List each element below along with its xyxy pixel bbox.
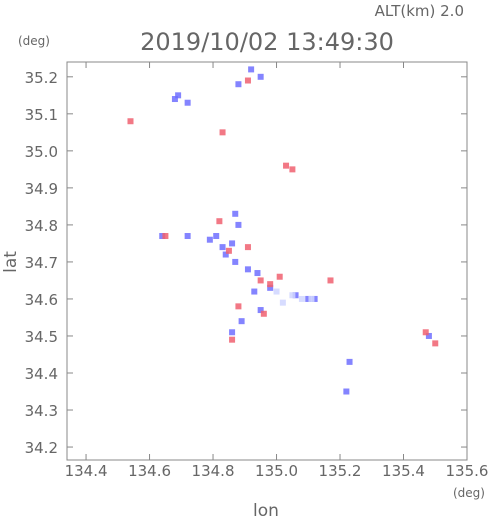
x-tick-label: 135.0 <box>255 462 298 480</box>
x-tick-label: 134.8 <box>192 462 235 480</box>
point <box>257 307 264 314</box>
point <box>251 288 258 295</box>
y-tick-label: 35.1 <box>25 106 58 124</box>
y-tick-label: 35.0 <box>25 143 58 161</box>
point <box>244 244 251 251</box>
point <box>229 329 236 336</box>
point <box>216 218 223 225</box>
y-tick-label: 34.6 <box>25 291 58 309</box>
point <box>346 358 353 365</box>
x-tick-label: 134.4 <box>65 462 108 480</box>
point <box>235 221 242 228</box>
point <box>171 96 178 103</box>
point <box>425 332 432 339</box>
point <box>289 166 296 173</box>
point <box>219 129 226 136</box>
y-tick-label: 35.2 <box>25 69 58 87</box>
point <box>292 292 299 299</box>
point <box>257 277 264 284</box>
point <box>127 118 134 125</box>
x-tick-label: 135.2 <box>319 462 362 480</box>
y-axis-label: lat <box>1 251 21 273</box>
point <box>222 251 229 258</box>
point <box>432 340 439 347</box>
y-unit: (deg) <box>18 34 50 48</box>
x-tick-label: 134.6 <box>128 462 171 480</box>
point <box>225 247 232 254</box>
point <box>162 233 169 240</box>
point <box>260 310 267 317</box>
y-tick-label: 34.9 <box>25 180 58 198</box>
point <box>175 92 182 99</box>
point <box>229 240 236 247</box>
y-tick-label: 34.3 <box>25 402 58 420</box>
point <box>311 295 318 302</box>
y-tick-label: 34.8 <box>25 217 58 235</box>
point <box>257 73 264 80</box>
point <box>267 284 274 291</box>
point <box>235 81 242 88</box>
point <box>305 295 312 302</box>
point <box>213 233 220 240</box>
point <box>235 303 242 310</box>
y-tick-label: 34.5 <box>25 328 58 346</box>
x-tick-label: 135.4 <box>382 462 425 480</box>
point <box>283 162 290 169</box>
point <box>248 66 255 73</box>
point <box>184 233 191 240</box>
point <box>289 292 296 299</box>
point <box>229 336 236 343</box>
point <box>219 244 226 251</box>
header: ALT(km) 2.0 <box>375 2 464 20</box>
point <box>308 295 315 302</box>
chart-title: 2019/10/02 13:49:30 <box>140 28 394 56</box>
point <box>298 295 305 302</box>
point <box>159 233 166 240</box>
x-unit: (deg) <box>453 486 485 500</box>
point <box>244 77 251 84</box>
point <box>343 388 350 395</box>
point <box>206 236 213 243</box>
point <box>232 210 239 217</box>
point <box>244 266 251 273</box>
point <box>422 329 429 336</box>
point <box>184 99 191 106</box>
point <box>276 273 283 280</box>
point <box>273 288 280 295</box>
point <box>279 299 286 306</box>
point <box>238 318 245 325</box>
x-axis-label: lon <box>253 501 279 521</box>
y-tick-label: 34.7 <box>25 254 58 272</box>
plot-frame <box>66 61 468 461</box>
point <box>327 277 334 284</box>
y-tick-label: 34.4 <box>25 365 58 383</box>
point <box>267 281 274 288</box>
point <box>254 270 261 277</box>
point <box>232 258 239 265</box>
x-tick-label: 135.6 <box>446 462 489 480</box>
y-tick-label: 34.2 <box>25 439 58 457</box>
